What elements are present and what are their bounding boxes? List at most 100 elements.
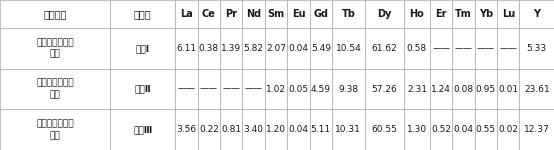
Text: 61.62: 61.62 [371, 44, 397, 53]
Bar [520, 69, 554, 109]
Text: Tm: Tm [455, 9, 472, 19]
Bar [332, 109, 365, 150]
Bar [475, 69, 497, 109]
Bar [430, 28, 452, 69]
Text: ——: —— [245, 84, 263, 93]
Text: Eu: Eu [291, 9, 305, 19]
Bar [0, 69, 110, 109]
Text: 0.58: 0.58 [407, 44, 427, 53]
Bar [265, 28, 288, 69]
Text: 10.31: 10.31 [335, 125, 361, 134]
Bar [452, 69, 475, 109]
Bar [175, 69, 198, 109]
Text: Nd: Nd [246, 9, 261, 19]
Text: 1.24: 1.24 [431, 84, 451, 93]
Bar [404, 69, 430, 109]
Bar [520, 109, 554, 150]
Bar [288, 0, 310, 28]
Text: Er: Er [435, 9, 447, 19]
Bar [497, 28, 520, 69]
Text: 0.01: 0.01 [498, 84, 519, 93]
Text: 57.26: 57.26 [371, 84, 397, 93]
Text: 原料来源: 原料来源 [43, 9, 67, 19]
Bar [365, 109, 404, 150]
Bar [497, 0, 520, 28]
Bar [243, 28, 265, 69]
Text: La: La [180, 9, 193, 19]
Bar [265, 0, 288, 28]
Text: ——: —— [477, 44, 495, 53]
Bar [452, 28, 475, 69]
Text: ——: —— [222, 84, 240, 93]
Text: 1.39: 1.39 [221, 44, 242, 53]
Text: Pr: Pr [225, 9, 237, 19]
Text: 0.52: 0.52 [431, 125, 451, 134]
Text: 0.55: 0.55 [476, 125, 496, 134]
Text: Ho: Ho [409, 9, 424, 19]
Text: 0.04: 0.04 [289, 125, 309, 134]
Text: Gd: Gd [314, 9, 329, 19]
Text: 0.22: 0.22 [199, 125, 219, 134]
Bar [220, 28, 243, 69]
Bar [175, 0, 198, 28]
Bar [198, 0, 220, 28]
Text: 多进料多出口分
组料: 多进料多出口分 组料 [36, 119, 74, 140]
Bar [404, 28, 430, 69]
Bar [497, 69, 520, 109]
Text: 10.54: 10.54 [336, 44, 361, 53]
Bar [310, 0, 332, 28]
Bar [110, 69, 175, 109]
Bar [175, 28, 198, 69]
Text: 60.55: 60.55 [371, 125, 397, 134]
Text: 1.30: 1.30 [407, 125, 427, 134]
Text: 5.82: 5.82 [244, 44, 264, 53]
Text: ——: —— [454, 44, 473, 53]
Bar [175, 109, 198, 150]
Text: 2.07: 2.07 [266, 44, 286, 53]
Bar [365, 28, 404, 69]
Bar [243, 0, 265, 28]
Text: 0.95: 0.95 [476, 84, 496, 93]
Text: 氧化物: 氧化物 [134, 9, 151, 19]
Bar [288, 28, 310, 69]
Text: ——: —— [200, 84, 218, 93]
Text: Tb: Tb [341, 9, 355, 19]
Bar [332, 0, 365, 28]
Bar [0, 28, 110, 69]
Text: 0.02: 0.02 [498, 125, 519, 134]
Bar [452, 109, 475, 150]
Text: Lu: Lu [502, 9, 515, 19]
Text: ——: —— [432, 44, 450, 53]
Bar [497, 109, 520, 150]
Bar [332, 69, 365, 109]
Text: 5.11: 5.11 [311, 125, 331, 134]
Bar [365, 0, 404, 28]
Bar [243, 109, 265, 150]
Text: 0.81: 0.81 [221, 125, 242, 134]
Bar [430, 0, 452, 28]
Bar [310, 109, 332, 150]
Text: 原料Ⅱ: 原料Ⅱ [134, 84, 151, 93]
Bar [0, 109, 110, 150]
Bar [265, 109, 288, 150]
Text: Ce: Ce [202, 9, 216, 19]
Text: 1.20: 1.20 [266, 125, 286, 134]
Text: 3.56: 3.56 [177, 125, 197, 134]
Text: Sm: Sm [268, 9, 285, 19]
Bar [475, 28, 497, 69]
Text: 5.33: 5.33 [527, 44, 547, 53]
Bar [110, 109, 175, 150]
Text: 1.02: 1.02 [266, 84, 286, 93]
Text: Y: Y [534, 9, 540, 19]
Bar [430, 69, 452, 109]
Bar [520, 28, 554, 69]
Bar [220, 69, 243, 109]
Text: 3.40: 3.40 [244, 125, 264, 134]
Bar [332, 28, 365, 69]
Bar [365, 69, 404, 109]
Bar [110, 28, 175, 69]
Text: Dy: Dy [377, 9, 392, 19]
Bar [0, 0, 110, 28]
Bar [288, 109, 310, 150]
Bar [198, 69, 220, 109]
